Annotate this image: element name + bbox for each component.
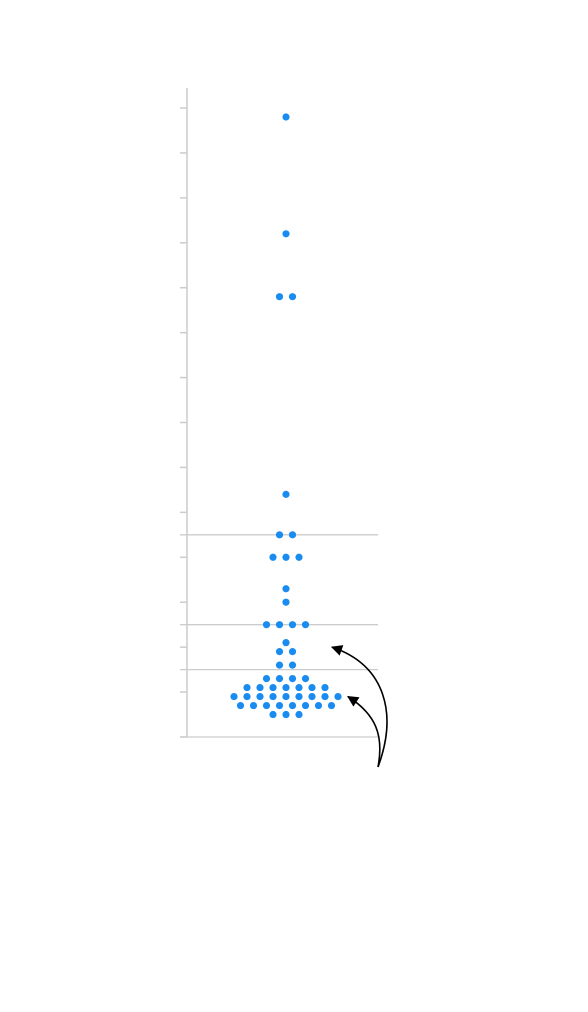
data-point: [282, 553, 290, 561]
data-point: [282, 639, 290, 647]
data-point: [327, 701, 336, 710]
data-point: [256, 692, 264, 701]
data-point: [301, 701, 310, 710]
annotation-arrow: [330, 645, 388, 768]
data-point: [262, 674, 271, 683]
data-point: [288, 648, 297, 656]
data-point: [262, 701, 271, 710]
data-point: [269, 683, 277, 692]
data-point: [282, 230, 290, 238]
data-point: [243, 683, 251, 692]
y-axis: [180, 88, 188, 738]
data-point: [282, 710, 290, 719]
data-point: [275, 621, 284, 629]
data-point: [269, 692, 277, 701]
annotations: [330, 645, 388, 768]
data-point: [295, 683, 303, 692]
data-point: [282, 585, 290, 593]
annotation-arrow: [347, 695, 381, 768]
data-point: [301, 674, 310, 683]
data-point: [275, 674, 284, 683]
data-point: [288, 621, 297, 629]
data-point: [321, 683, 329, 692]
data-point: [236, 701, 245, 710]
data-point: [249, 701, 258, 710]
data-point: [275, 701, 284, 710]
data-point: [269, 710, 277, 719]
data-point: [295, 553, 303, 561]
data-point: [275, 661, 284, 669]
data-point: [269, 553, 277, 561]
data-point: [256, 683, 264, 692]
data-point: [321, 692, 329, 701]
data-point: [275, 531, 284, 539]
data-point: [308, 692, 316, 701]
data-point: [282, 683, 290, 692]
data-point: [262, 621, 271, 629]
data-point: [288, 701, 297, 710]
data-point: [334, 692, 342, 701]
data-point: [243, 692, 251, 701]
data-point: [314, 701, 323, 710]
data-point: [288, 674, 297, 683]
data-point: [288, 531, 297, 539]
data-point: [282, 113, 290, 121]
data-point: [275, 648, 284, 656]
data-point: [282, 598, 290, 606]
data-point: [308, 683, 316, 692]
data-point: [288, 293, 297, 301]
data-point: [301, 621, 310, 629]
data-point: [275, 293, 284, 301]
data-points: [230, 113, 342, 719]
data-point: [230, 692, 238, 701]
data-point: [282, 692, 290, 701]
data-point: [282, 490, 290, 498]
data-point: [295, 710, 303, 719]
data-point: [295, 692, 303, 701]
data-point: [288, 661, 297, 669]
